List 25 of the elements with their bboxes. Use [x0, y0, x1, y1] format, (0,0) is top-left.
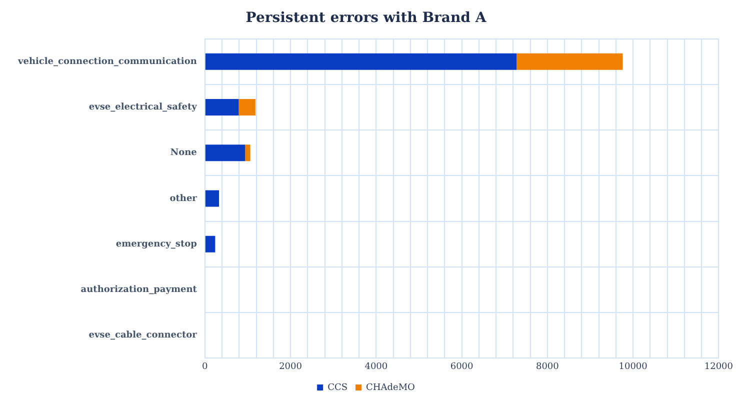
- x-tick-label: 10000: [618, 362, 648, 372]
- bar: [205, 53, 517, 70]
- y-tick-label: vehicle_connection_communication: [16, 56, 198, 67]
- x-tick-label: 0: [202, 362, 208, 372]
- bar: [238, 99, 256, 116]
- x-tick-label: 6000: [450, 362, 474, 372]
- y-tick-label: authorization_payment: [80, 285, 198, 296]
- y-tick-label: evse_cable_connector: [88, 330, 198, 341]
- y-tick-label: None: [170, 148, 198, 158]
- bar: [205, 99, 239, 116]
- y-tick-label: other: [170, 194, 198, 204]
- bar: [205, 144, 246, 162]
- y-tick-label: evse_electrical_safety: [88, 102, 198, 113]
- x-tick-label: 4000: [364, 362, 388, 372]
- x-tick-label: 2000: [279, 362, 302, 372]
- x-tick-label: 8000: [536, 362, 560, 372]
- bar: [205, 190, 220, 207]
- bar: [245, 144, 250, 162]
- bar: [205, 236, 216, 252]
- chart-title: Persistent errors with Brand A: [246, 10, 488, 26]
- x-tick-label: 12000: [704, 362, 734, 372]
- bar: [516, 53, 623, 70]
- legend-label: CHAdeMO: [366, 382, 415, 393]
- legend-label: CCS: [328, 382, 348, 393]
- y-tick-label: emergency_stop: [116, 239, 197, 250]
